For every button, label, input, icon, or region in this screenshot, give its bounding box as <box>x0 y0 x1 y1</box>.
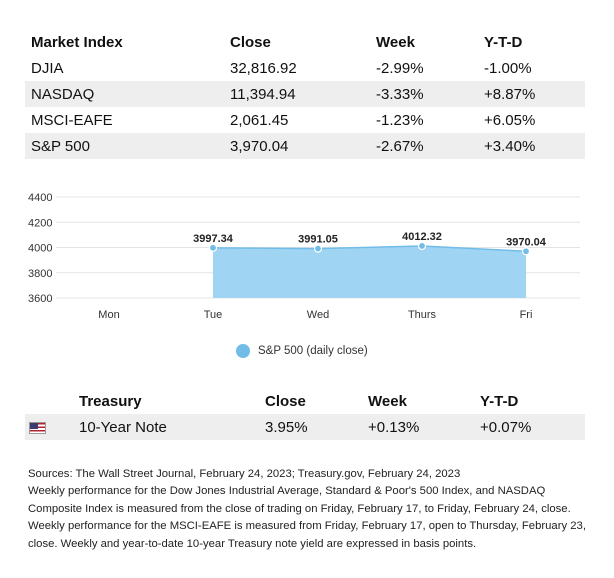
index-name: DJIA <box>31 59 64 77</box>
y-tick-label: 3800 <box>28 268 52 280</box>
index-name: S&P 500 <box>31 137 90 155</box>
table-header-row: Treasury Close Week Y-T-D <box>25 388 585 414</box>
index-ytd: +8.87% <box>484 85 536 103</box>
sp500-area-chart: 3600 3800 4000 4200 4400 3997.34 3991.05 4012.… <box>28 192 580 321</box>
header-week: Week <box>376 33 415 51</box>
us-flag-icon <box>29 421 46 434</box>
treasury-table: Treasury Close Week Y-T-D 10-Year Note 3… <box>25 388 585 440</box>
treasury-name: 10-Year Note <box>79 418 167 436</box>
x-tick-label: Mon <box>98 309 119 321</box>
y-tick-label: 4400 <box>28 192 52 204</box>
index-week: -3.33% <box>376 85 424 103</box>
index-week: -2.67% <box>376 137 424 155</box>
index-ytd: -1.00% <box>484 59 532 77</box>
x-tick-label: Wed <box>307 309 329 321</box>
index-week: -1.23% <box>376 111 424 129</box>
x-axis-ticks: Mon Tue Wed Thurs Fri <box>98 309 532 321</box>
data-point <box>417 241 427 251</box>
data-label: 3970.04 <box>506 236 547 248</box>
treasury-close: 3.95% <box>265 418 308 436</box>
header-treasury: Treasury <box>79 392 142 410</box>
data-point <box>521 247 531 256</box>
chart-area-layer <box>212 245 527 298</box>
index-ytd: +6.05% <box>484 111 536 129</box>
series-line <box>212 245 527 253</box>
table-row: 10-Year Note 3.95% +0.13% +0.07% <box>25 414 585 440</box>
index-ytd: +3.40% <box>484 137 536 155</box>
market-index-table: Market Index Close Week Y-T-D DJIA 32,81… <box>25 29 585 159</box>
data-point <box>313 244 323 253</box>
data-label: 3991.05 <box>298 234 338 246</box>
source-notes: Sources: The Wall Street Journal, Februa… <box>28 466 593 553</box>
header-close: Close <box>265 392 306 410</box>
data-point <box>208 243 218 252</box>
index-close: 2,061.45 <box>230 111 289 129</box>
methodology-note: Weekly performance for the Dow Jones Ind… <box>28 485 586 550</box>
data-label: 3997.34 <box>193 233 234 245</box>
index-close: 32,816.92 <box>230 59 297 77</box>
table-row: MSCI-EAFE 2,061.45 -1.23% +6.05% <box>25 107 585 133</box>
header-close: Close <box>230 33 271 51</box>
header-ytd: Y-T-D <box>484 33 523 51</box>
table-row: NASDAQ 11,394.94 -3.33% +8.87% <box>25 81 585 107</box>
table-row: DJIA 32,816.92 -2.99% -1.00% <box>25 55 585 81</box>
chart-points: 3997.34 3991.05 4012.32 3970.04 <box>193 231 547 256</box>
legend-label: S&P 500 (daily close) <box>258 345 368 357</box>
index-close: 11,394.94 <box>230 85 296 103</box>
y-tick-label: 4200 <box>28 217 52 229</box>
table-header-row: Market Index Close Week Y-T-D <box>25 29 585 55</box>
chart-legend: S&P 500 (daily close) <box>236 342 368 360</box>
header-week: Week <box>368 392 407 410</box>
header-market-index: Market Index <box>31 33 123 51</box>
legend-swatch <box>236 344 250 358</box>
x-tick-label: Thurs <box>408 309 437 321</box>
flag-cell <box>25 414 73 440</box>
y-axis-ticks: 3600 3800 4000 4200 4400 <box>28 192 52 305</box>
index-week: -2.99% <box>376 59 424 77</box>
series-area <box>213 245 526 298</box>
header-ytd: Y-T-D <box>480 392 519 410</box>
table-row: S&P 500 3,970.04 -2.67% +3.40% <box>25 133 585 159</box>
y-tick-label: 3600 <box>28 293 52 305</box>
x-tick-label: Tue <box>204 309 223 321</box>
header-flag <box>25 388 73 414</box>
y-tick-label: 4000 <box>28 243 52 255</box>
sources-line: Sources: The Wall Street Journal, Februa… <box>28 468 461 480</box>
index-close: 3,970.04 <box>230 137 289 155</box>
treasury-week: +0.13% <box>368 418 420 436</box>
index-name: MSCI-EAFE <box>31 111 113 129</box>
data-label: 4012.32 <box>402 231 442 243</box>
x-tick-label: Fri <box>520 309 533 321</box>
treasury-ytd: +0.07% <box>480 418 532 436</box>
index-name: NASDAQ <box>31 85 95 103</box>
